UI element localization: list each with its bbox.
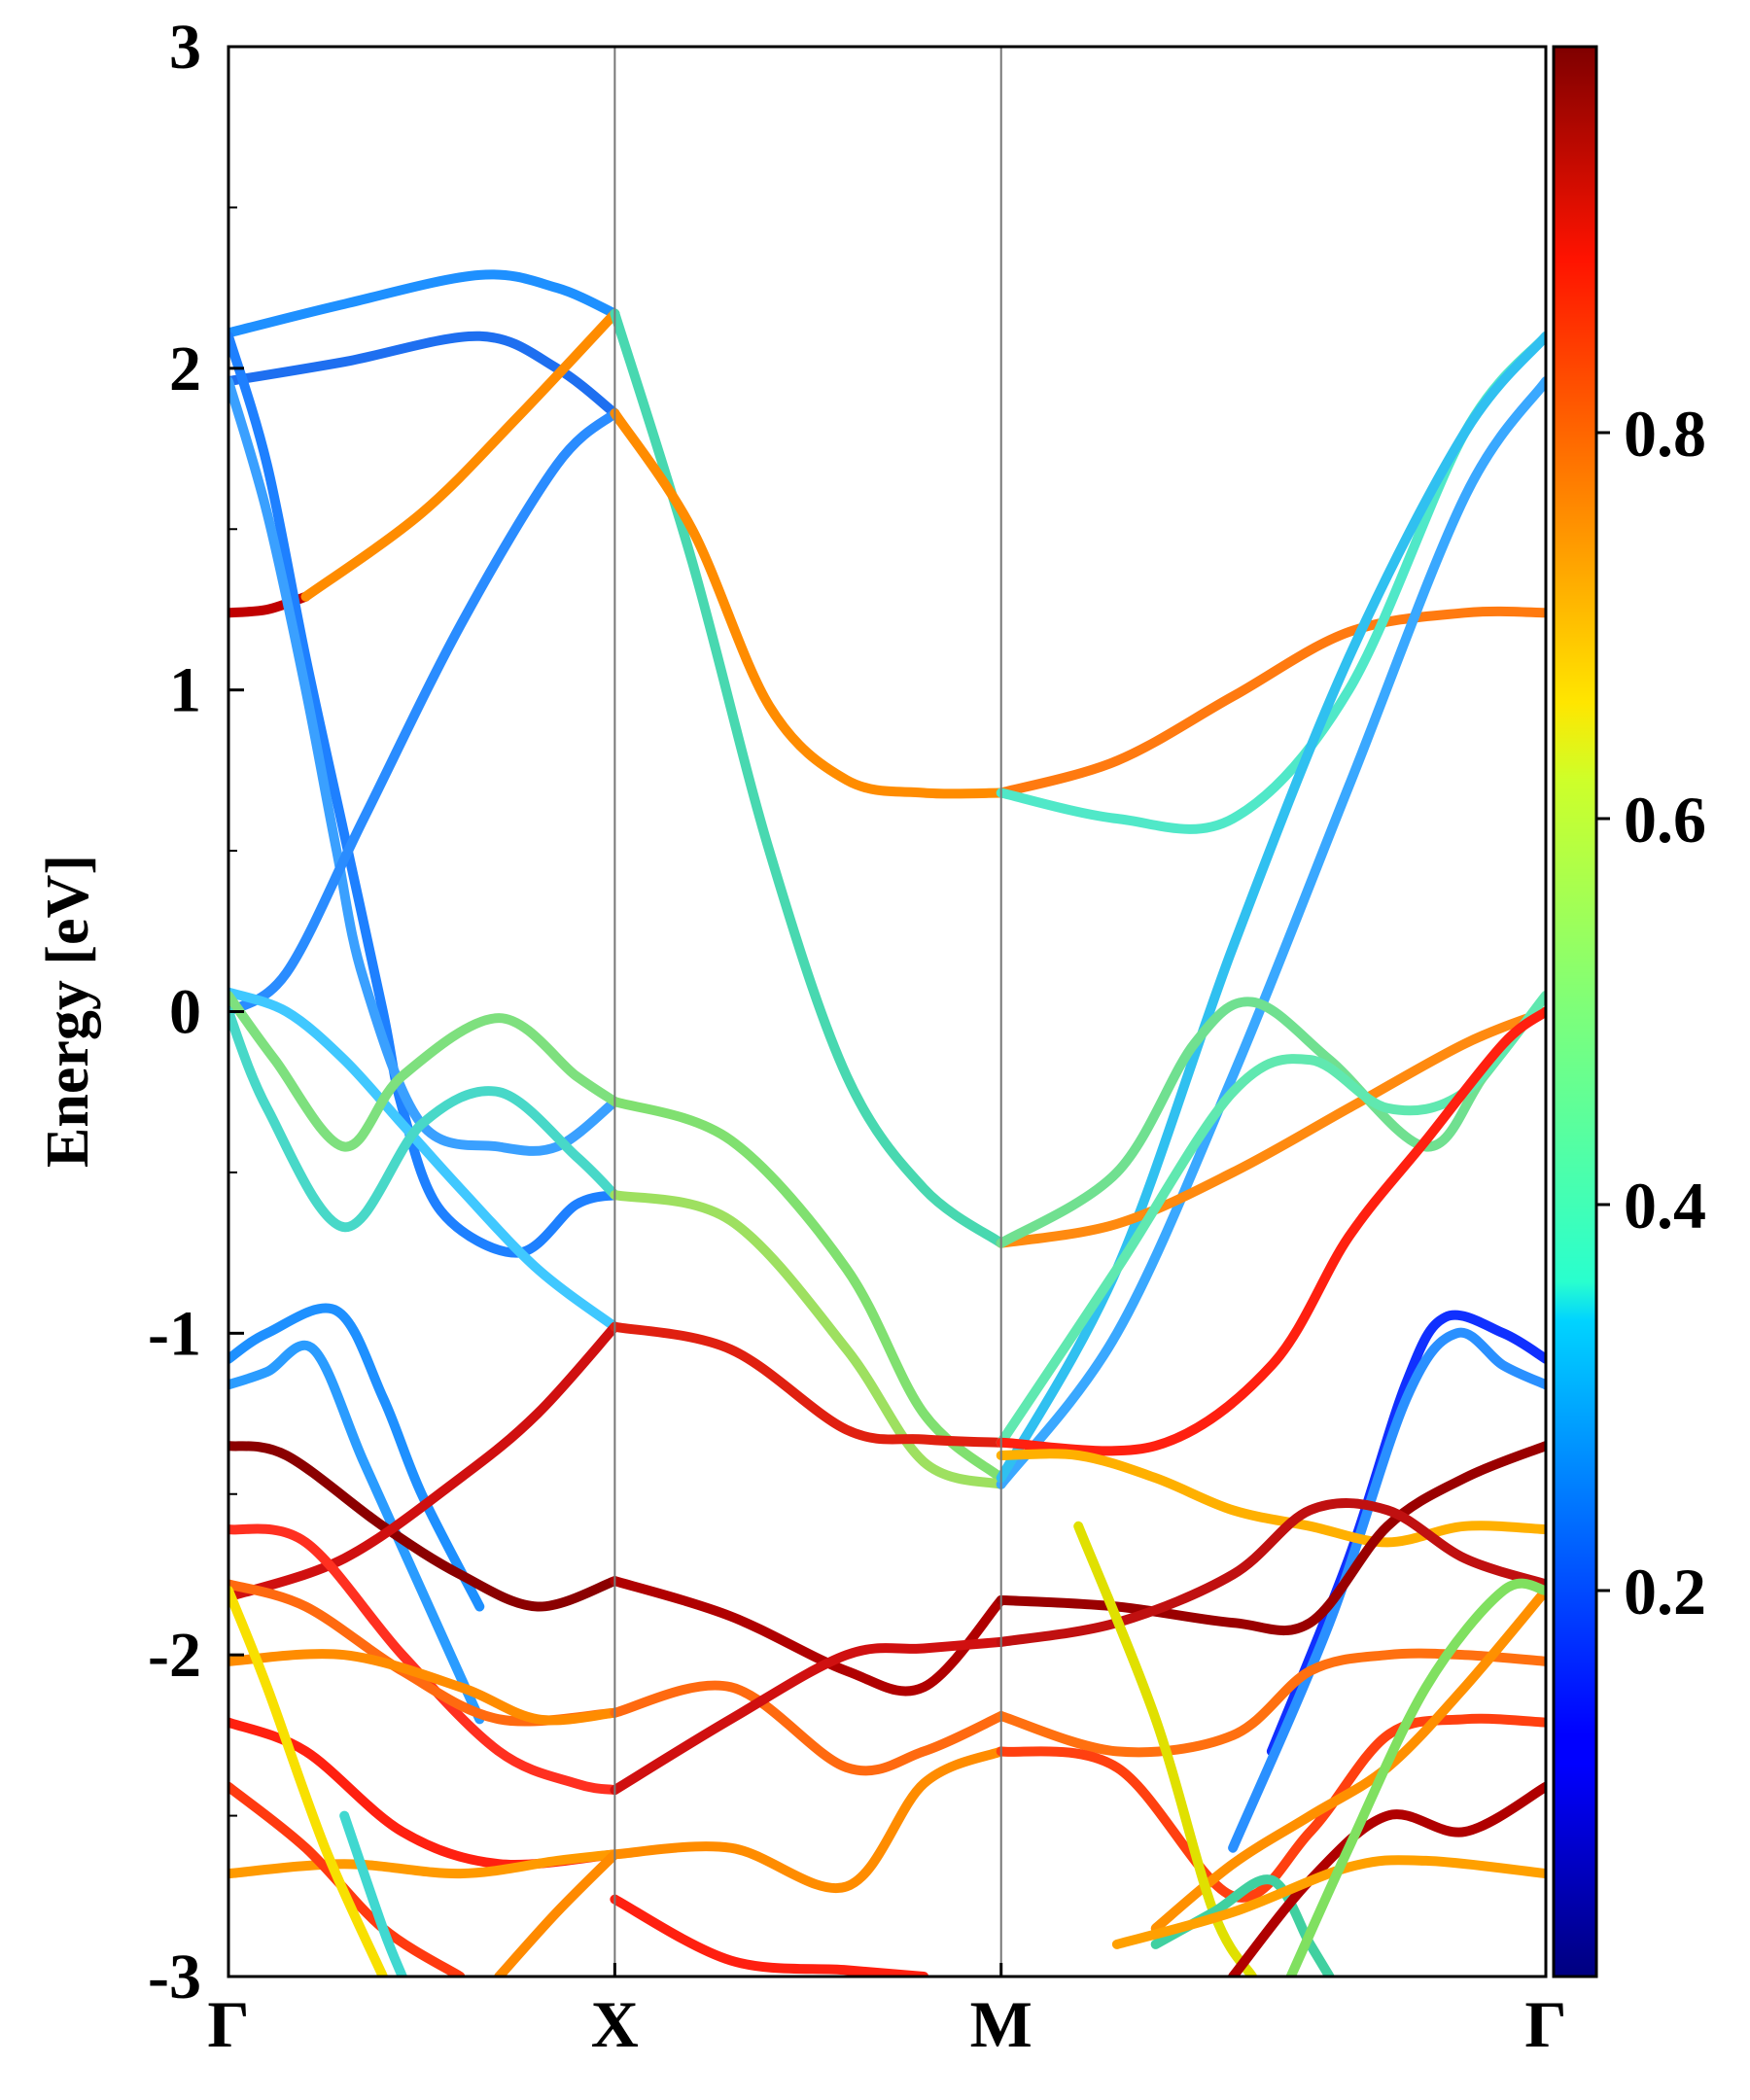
band-line-48 <box>996 1713 1546 1903</box>
y-tick-label-2: -2 <box>148 1620 201 1691</box>
band-line-1 <box>228 269 620 338</box>
y-axis: -3 -2 -1 0 1 2 3 <box>148 12 244 2012</box>
band-line-43 <box>1228 1327 1546 1853</box>
band-line-10 <box>228 1006 620 1233</box>
band-line-27 <box>610 1321 1006 1448</box>
band-line-50 <box>1073 1521 1257 1977</box>
band-line-26 <box>610 1190 1006 1489</box>
bands-layer <box>228 269 1546 1977</box>
colorbar-tick-label-1: 0.2 <box>1624 1555 1706 1628</box>
kpoint-lines <box>613 47 1002 1977</box>
band-line-54 <box>1285 1578 1546 1977</box>
band-line-30 <box>610 1636 1006 1796</box>
colorbar-tick-label-2: 0.4 <box>1624 1169 1706 1242</box>
band-line-29 <box>610 1680 1006 1776</box>
y-tick-label-1: -3 <box>148 1942 201 2012</box>
x-tick-label-3: M <box>970 1987 1032 2061</box>
band-line-38 <box>996 1006 1546 1248</box>
band-line-9 <box>228 991 620 1152</box>
x-tick-label-2: X <box>591 1987 639 2061</box>
y-tick-label-4: 0 <box>169 977 201 1048</box>
band-line-36 <box>996 376 1546 1489</box>
band-line-34 <box>996 606 1546 798</box>
band-line-31 <box>610 1746 1006 1894</box>
band-line-52 <box>1228 1781 1546 1977</box>
band-line-25 <box>610 1097 1006 1484</box>
y-tick-label-7: 3 <box>169 12 201 83</box>
band-line-13 <box>228 1441 620 1612</box>
colorbar-gradient <box>1552 45 1598 1978</box>
band-line-28 <box>610 1576 1006 1697</box>
colorbar-tick-label-4: 0.8 <box>1624 397 1706 471</box>
band-line-8 <box>228 987 620 1332</box>
band-line-45 <box>996 1441 1546 1636</box>
band-line-32 <box>610 1894 929 1977</box>
colorbar: 0.2 0.4 0.6 0.8 <box>1552 45 1706 1978</box>
band-line-23 <box>494 1849 620 1977</box>
colorbar-ticks: 0.2 0.4 0.6 0.8 <box>1596 397 1706 1628</box>
band-line-41 <box>996 1006 1546 1456</box>
band-line-24 <box>610 308 1006 1248</box>
y-tick-label-6: 2 <box>169 333 201 404</box>
band-line-17 <box>228 1649 620 1726</box>
y-tick-label-5: 1 <box>169 655 201 726</box>
band-line-14 <box>228 1321 620 1602</box>
band-line-49 <box>1150 1586 1546 1934</box>
band-line-12 <box>228 1340 485 1725</box>
band-line-22 <box>339 1810 407 1977</box>
band-line-21 <box>228 1586 388 1977</box>
y-tick-label-3: -1 <box>148 1298 201 1369</box>
band-line-19 <box>228 1849 620 1879</box>
band-line-6 <box>228 376 620 1156</box>
y-axis-label: Energy [eV] <box>35 855 101 1168</box>
band-line-44 <box>996 1449 1546 1548</box>
band-line-2 <box>228 331 620 419</box>
band-line-5 <box>228 331 620 1258</box>
band-line-4 <box>300 308 620 602</box>
x-tick-label-4: Γ <box>1524 1987 1566 2061</box>
band-line-33 <box>610 408 1006 799</box>
band-line-42 <box>1266 1310 1546 1757</box>
band-line-47 <box>996 1648 1546 1758</box>
colorbar-tick-label-3: 0.6 <box>1624 783 1706 857</box>
band-line-39 <box>996 991 1546 1248</box>
band-line-40 <box>996 991 1546 1448</box>
band-line-7 <box>228 408 620 1017</box>
band-line-11 <box>228 1303 485 1612</box>
x-tick-label-1: Γ <box>207 1987 249 2061</box>
band-line-35 <box>996 331 1546 834</box>
